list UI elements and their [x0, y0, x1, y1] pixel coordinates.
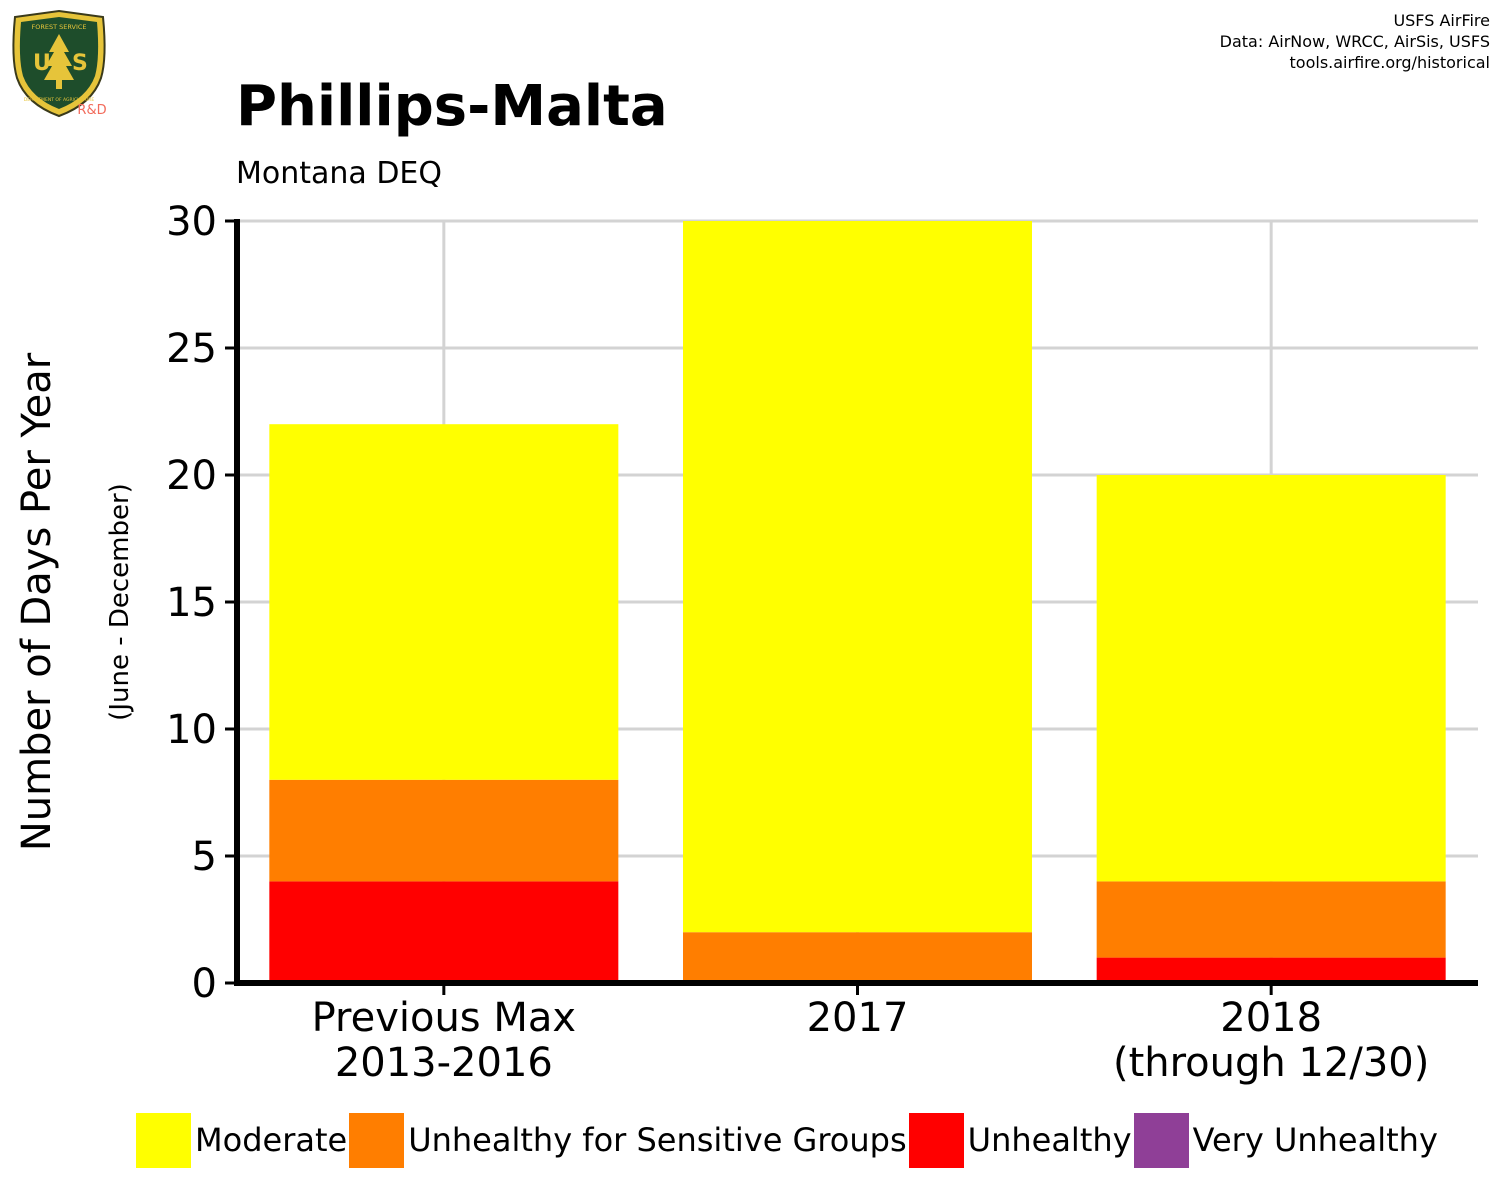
x-tick-label: Previous Max 2013-2016: [234, 996, 654, 1086]
bar-segment: [269, 424, 619, 780]
chart-legend: Moderate Unhealthy for Sensitive Groups Un…: [136, 1112, 1438, 1168]
chart-title: Phillips-Malta: [236, 74, 668, 139]
logo-rd-tag: R&D: [77, 103, 106, 118]
legend-label: Very Unhealthy: [1192, 1121, 1438, 1159]
logo-bottom-text: DEPARTMENT OF AGRICULTURE: [24, 97, 95, 103]
y-tick-label: 0: [192, 961, 217, 1007]
y-tick-label: 15: [166, 580, 217, 626]
legend-label: Unhealthy: [967, 1121, 1132, 1159]
bar-segment: [683, 221, 1032, 933]
credits-line-2: Data: AirNow, WRCC, AirSis, USFS: [1219, 32, 1490, 51]
x-tick-label-line: 2017: [806, 995, 909, 1041]
bar-segment: [683, 932, 1032, 983]
legend-swatch: [1133, 1112, 1189, 1168]
data-credits: USFS AirFire Data: AirNow, WRCC, AirSis,…: [1220, 10, 1490, 73]
x-tick-label-line: Previous Max: [311, 995, 577, 1041]
bar-segment: [1096, 475, 1446, 882]
x-tick-label-line: 2018: [1220, 995, 1323, 1041]
logo-letter-s: S: [72, 51, 88, 76]
x-tick-label-line: (through 12/30): [1112, 1040, 1430, 1086]
y-tick-label: 20: [166, 453, 217, 499]
legend-swatch: [908, 1112, 964, 1168]
y-tick-label: 25: [166, 326, 217, 372]
logo-top-text: FOREST SERVICE: [31, 23, 86, 31]
bar-segment: [1096, 881, 1446, 958]
x-tick-label-line: 2013-2016: [334, 1040, 553, 1086]
legend-swatch: [349, 1112, 405, 1168]
legend-swatch: [136, 1112, 191, 1168]
forest-service-shield-logo: U S FOREST SERVICE DEPARTMENT OF AGRICUL…: [12, 9, 107, 118]
y-tick-label: 5: [192, 834, 217, 880]
y-tick-label: 10: [166, 707, 217, 753]
x-tick-label: 2017: [648, 996, 1068, 1041]
legend-label: Unhealthy for Sensitive Groups: [408, 1121, 907, 1159]
chart-subtitle: Montana DEQ: [236, 156, 443, 191]
legend-label: Moderate: [195, 1121, 348, 1159]
logo-letter-u: U: [33, 51, 51, 76]
credits-line-1: USFS AirFire: [1393, 11, 1490, 30]
bar-segment: [269, 881, 619, 983]
credits-line-3: tools.airfire.org/historical: [1289, 53, 1490, 72]
bar-segment: [1096, 957, 1446, 983]
bar-segment: [269, 779, 619, 882]
x-tick-label: 2018 (through 12/30): [1061, 996, 1481, 1086]
y-tick-label: 30: [166, 199, 217, 245]
